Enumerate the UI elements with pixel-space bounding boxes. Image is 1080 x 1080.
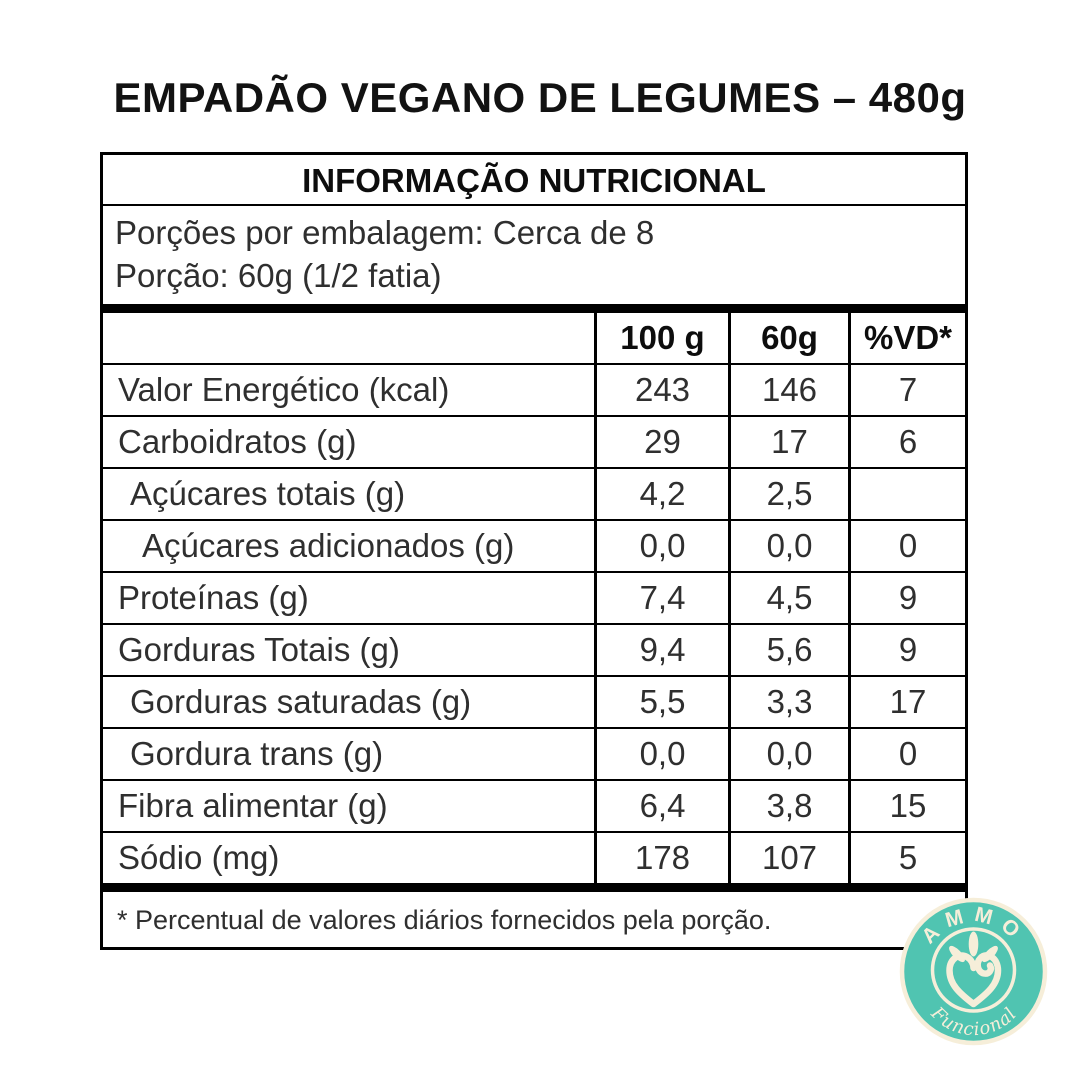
cell-nutrient-label: Carboidratos (g) [118, 423, 357, 460]
table-row: Gorduras Totais (g) 9,4 5,6 9 [103, 623, 965, 675]
cell-percent-vd [848, 469, 965, 519]
table-row: Sódio (mg) 178 107 5 [103, 831, 965, 883]
cell-per-100g: 7,4 [594, 573, 728, 623]
cell-percent-vd: 7 [848, 365, 965, 415]
table-row: Proteínas (g) 7,4 4,5 9 [103, 571, 965, 623]
cell-percent-vd: 0 [848, 521, 965, 571]
column-header-100g: 100 g [594, 313, 728, 363]
cell-nutrient-label: Valor Energético (kcal) [118, 371, 450, 408]
nutrition-rows: Valor Energético (kcal) 243 146 7 Carboi… [103, 363, 965, 883]
cell-per-serving: 0,0 [728, 729, 848, 779]
cell-nutrient-label: Gorduras saturadas (g) [130, 683, 472, 720]
table-row: Gorduras saturadas (g) 5,5 3,3 17 [103, 675, 965, 727]
column-header-row: 100 g 60g %VD* [103, 313, 965, 363]
table-row: Açúcares totais (g) 4,2 2,5 [103, 467, 965, 519]
cell-percent-vd: 5 [848, 833, 965, 883]
cell-per-serving: 3,8 [728, 781, 848, 831]
logo-circle [899, 897, 1048, 1046]
footnote: * Percentual de valores diários fornecid… [117, 905, 772, 935]
cell-per-100g: 0,0 [594, 521, 728, 571]
heart-outline-icon [946, 952, 1002, 1008]
page-title: EMPADÃO VEGANO DE LEGUMES – 480g [113, 74, 967, 121]
cell-per-100g: 178 [594, 833, 728, 883]
leaf-center-icon [968, 931, 979, 957]
cell-per-serving: 5,6 [728, 625, 848, 675]
cell-per-serving: 4,5 [728, 573, 848, 623]
cell-per-serving: 146 [728, 365, 848, 415]
cell-percent-vd: 9 [848, 573, 965, 623]
cell-percent-vd: 6 [848, 417, 965, 467]
cell-per-100g: 4,2 [594, 469, 728, 519]
column-header-60g: 60g [728, 313, 848, 363]
cell-percent-vd: 17 [848, 677, 965, 727]
cell-percent-vd: 15 [848, 781, 965, 831]
logo-inner-ring [930, 927, 1017, 1013]
cell-nutrient-label: Açúcares adicionados (g) [142, 527, 515, 564]
cell-per-100g: 29 [594, 417, 728, 467]
cell-nutrient-label: Gorduras Totais (g) [118, 631, 400, 668]
cell-per-serving: 107 [728, 833, 848, 883]
table-row: Fibra alimentar (g) 6,4 3,8 15 [103, 779, 965, 831]
cell-per-100g: 6,4 [594, 781, 728, 831]
column-header-blank [103, 313, 594, 363]
cell-nutrient-label: Gordura trans (g) [130, 735, 384, 772]
servings-info: Porções por embalagem: Cerca de 8 Porção… [103, 206, 965, 313]
serving-size: Porção: 60g (1/2 fatia) [115, 257, 442, 294]
cell-per-serving: 17 [728, 417, 848, 467]
table-row: Açúcares adicionados (g) 0,0 0,0 0 [103, 519, 965, 571]
nutrition-table: INFORMAÇÃO NUTRICIONAL Porções por embal… [100, 152, 968, 950]
section-divider [103, 883, 965, 892]
table-row: Gordura trans (g) 0,0 0,0 0 [103, 727, 965, 779]
cell-nutrient-label: Proteínas (g) [118, 579, 309, 616]
cell-percent-vd: 9 [848, 625, 965, 675]
cell-per-100g: 243 [594, 365, 728, 415]
cell-nutrient-label: Açúcares totais (g) [130, 475, 406, 512]
cell-per-serving: 0,0 [728, 521, 848, 571]
brand-logo: AMMO Funcional [899, 897, 1048, 1046]
cell-per-100g: 0,0 [594, 729, 728, 779]
cell-per-serving: 2,5 [728, 469, 848, 519]
heart-leaf-icon [946, 931, 1002, 1008]
cell-per-100g: 9,4 [594, 625, 728, 675]
column-header-vd: %VD* [848, 313, 965, 363]
servings-per-package: Porções por embalagem: Cerca de 8 [115, 214, 655, 251]
cell-percent-vd: 0 [848, 729, 965, 779]
table-title: INFORMAÇÃO NUTRICIONAL [103, 155, 965, 206]
table-row: Valor Energético (kcal) 243 146 7 [103, 363, 965, 415]
cell-per-serving: 3,3 [728, 677, 848, 727]
cell-per-100g: 5,5 [594, 677, 728, 727]
table-row: Carboidratos (g) 29 17 6 [103, 415, 965, 467]
cell-nutrient-label: Sódio (mg) [118, 839, 280, 876]
cell-nutrient-label: Fibra alimentar (g) [118, 787, 388, 824]
